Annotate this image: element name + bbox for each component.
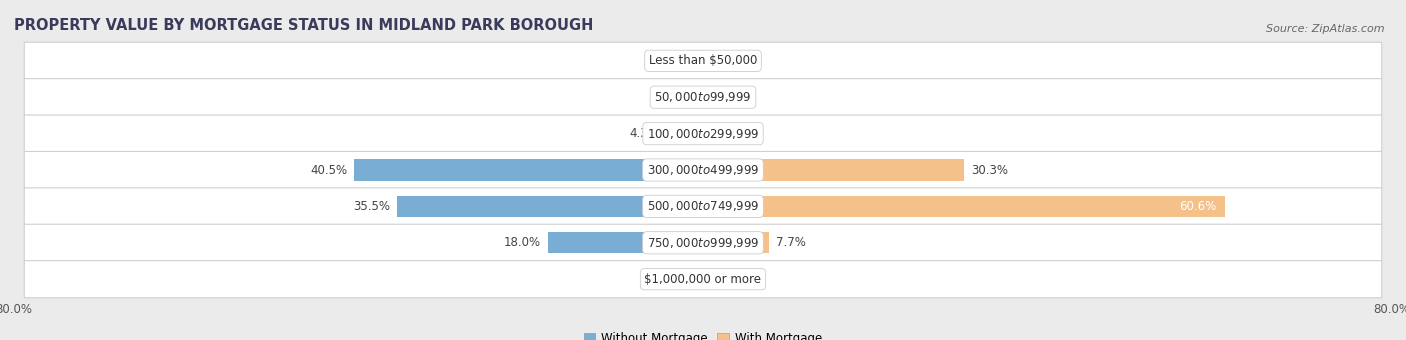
- Text: 35.5%: 35.5%: [353, 200, 391, 213]
- Bar: [703, 50, 714, 71]
- Text: $750,000 to $999,999: $750,000 to $999,999: [647, 236, 759, 250]
- FancyBboxPatch shape: [24, 115, 1382, 152]
- FancyBboxPatch shape: [24, 261, 1382, 298]
- Text: Source: ZipAtlas.com: Source: ZipAtlas.com: [1267, 24, 1385, 34]
- Bar: [688, 50, 703, 71]
- Bar: [703, 269, 704, 290]
- Text: 60.6%: 60.6%: [1180, 200, 1216, 213]
- Text: 0.0%: 0.0%: [724, 127, 754, 140]
- Text: 0.0%: 0.0%: [652, 273, 682, 286]
- Text: $100,000 to $299,999: $100,000 to $299,999: [647, 126, 759, 141]
- Bar: [703, 232, 769, 253]
- Text: 7.7%: 7.7%: [776, 236, 806, 249]
- Bar: [548, 232, 703, 253]
- FancyBboxPatch shape: [24, 79, 1382, 116]
- Text: 18.0%: 18.0%: [503, 236, 541, 249]
- Text: $50,000 to $99,999: $50,000 to $99,999: [654, 90, 752, 104]
- Bar: [666, 123, 703, 144]
- Text: PROPERTY VALUE BY MORTGAGE STATUS IN MIDLAND PARK BOROUGH: PROPERTY VALUE BY MORTGAGE STATUS IN MID…: [14, 18, 593, 33]
- Text: 30.3%: 30.3%: [970, 164, 1008, 176]
- Text: 0.2%: 0.2%: [711, 273, 741, 286]
- Text: Less than $50,000: Less than $50,000: [648, 54, 758, 67]
- FancyBboxPatch shape: [24, 188, 1382, 225]
- Text: 1.8%: 1.8%: [651, 54, 681, 67]
- Text: 0.0%: 0.0%: [724, 91, 754, 104]
- Legend: Without Mortgage, With Mortgage: Without Mortgage, With Mortgage: [579, 328, 827, 340]
- FancyBboxPatch shape: [24, 151, 1382, 189]
- Bar: [354, 159, 703, 181]
- Text: 40.5%: 40.5%: [311, 164, 347, 176]
- Text: $1,000,000 or more: $1,000,000 or more: [644, 273, 762, 286]
- Bar: [703, 159, 965, 181]
- Text: 0.0%: 0.0%: [652, 91, 682, 104]
- Bar: [703, 196, 1225, 217]
- Text: $300,000 to $499,999: $300,000 to $499,999: [647, 163, 759, 177]
- Text: 1.3%: 1.3%: [721, 54, 751, 67]
- Text: 4.3%: 4.3%: [630, 127, 659, 140]
- FancyBboxPatch shape: [24, 224, 1382, 261]
- Text: $500,000 to $749,999: $500,000 to $749,999: [647, 199, 759, 214]
- Bar: [398, 196, 703, 217]
- FancyBboxPatch shape: [24, 42, 1382, 79]
